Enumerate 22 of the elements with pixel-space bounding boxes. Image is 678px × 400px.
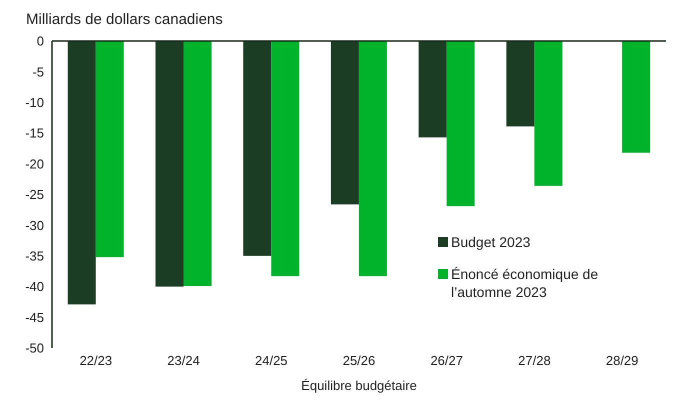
x-tick-label: 23/24 (167, 353, 200, 368)
y-tick-label: -50 (25, 340, 44, 356)
x-axis-title: Équilibre budgétaire (300, 378, 418, 393)
x-tick-label: 28/29 (606, 353, 638, 368)
y-tick-label: -40 (25, 279, 44, 294)
x-tick-label: 25/26 (342, 353, 376, 368)
legend-label: Budget 2023 (451, 233, 530, 251)
x-tick-label: 24/25 (255, 353, 288, 368)
y-tick-label: -5 (32, 64, 44, 80)
y-tick-label: -10 (25, 95, 44, 110)
y-tick-label: -35 (25, 248, 44, 264)
y-tick-label: -25 (25, 187, 44, 202)
x-tick-label: 22/23 (80, 353, 112, 368)
legend-label: Énoncé économique de l’automne 2023 (451, 265, 600, 301)
y-tick-label: -20 (25, 156, 44, 172)
chart-title: Milliards de dollars canadiens (26, 10, 224, 30)
x-tick-label: 27/28 (518, 353, 551, 368)
y-tick-label: -30 (25, 218, 44, 233)
x-tick-label: 26/27 (430, 353, 463, 368)
y-tick-label: -45 (25, 310, 44, 325)
y-tick-label: 0 (36, 34, 44, 49)
y-tick-label: -15 (25, 126, 44, 141)
